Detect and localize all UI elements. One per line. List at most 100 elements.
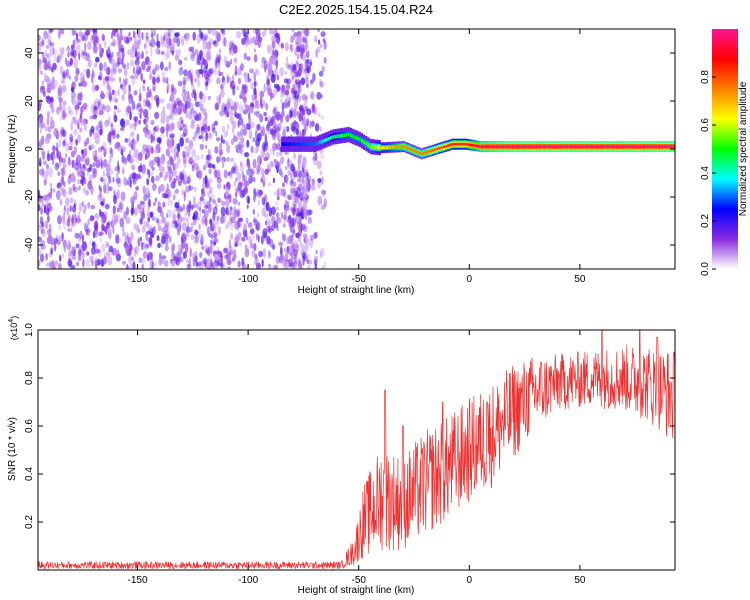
signal-cell — [414, 149, 417, 153]
noise-cell — [147, 99, 151, 108]
noise-cell — [128, 136, 131, 146]
noise-cell — [284, 166, 288, 171]
signal-cell — [462, 142, 465, 146]
noise-cell — [203, 36, 206, 41]
noise-cell — [64, 133, 67, 143]
signal-cell — [281, 142, 284, 146]
noise-cell — [118, 201, 124, 210]
snr-axes: -150 -100 -50 0 500.20.40.60.81.0 — [24, 323, 675, 586]
noise-cell — [168, 61, 171, 71]
noise-cell — [202, 182, 206, 190]
noise-cell — [44, 204, 47, 214]
noise-cell — [186, 263, 191, 269]
noise-cell — [295, 45, 298, 52]
noise-cell — [116, 234, 120, 245]
noise-cell — [83, 55, 87, 60]
noise-cell — [145, 36, 150, 43]
noise-cell — [143, 194, 148, 202]
noise-cell — [94, 256, 99, 265]
noise-cell — [99, 62, 103, 72]
noise-cell — [95, 248, 101, 254]
noise-cell — [46, 236, 52, 245]
noise-cell — [50, 115, 53, 124]
noise-cell — [153, 29, 156, 37]
noise-cell — [167, 139, 173, 149]
noise-cell — [197, 78, 201, 88]
noise-cell — [271, 40, 276, 49]
noise-cell — [67, 257, 73, 268]
noise-cell — [298, 106, 303, 112]
noise-cell — [285, 206, 290, 212]
noise-cell — [310, 91, 315, 100]
noise-cell — [106, 182, 110, 187]
noise-cell — [207, 29, 212, 35]
noise-cell — [297, 33, 302, 43]
noise-cell — [205, 155, 210, 164]
noise-cell — [291, 74, 295, 80]
noise-cell — [313, 35, 318, 43]
noise-cell — [66, 206, 70, 216]
noise-cell — [298, 170, 303, 179]
noise-cell — [129, 245, 134, 252]
noise-cell — [104, 203, 110, 210]
noise-cell — [283, 102, 288, 110]
noise-cell — [282, 129, 286, 139]
noise-cell — [205, 81, 209, 87]
signal-cell — [316, 141, 319, 146]
noise-cell — [256, 132, 262, 142]
noise-cell — [300, 223, 303, 232]
noise-cell — [152, 68, 156, 76]
noise-cell — [297, 68, 302, 77]
noise-cell — [250, 238, 254, 248]
noise-cell — [188, 185, 194, 191]
noise-cell — [118, 204, 124, 214]
noise-cell — [115, 177, 121, 184]
noise-cell — [38, 58, 42, 66]
noise-cell — [241, 257, 245, 266]
noise-cell — [114, 105, 118, 110]
noise-cell — [278, 138, 282, 145]
noise-cell — [50, 187, 53, 195]
noise-cell — [248, 235, 253, 244]
noise-cell — [154, 94, 160, 102]
noise-cell — [272, 57, 276, 64]
noise-cell — [265, 102, 269, 111]
noise-cell — [257, 39, 262, 48]
noise-cell — [234, 144, 240, 149]
noise-cell — [177, 80, 183, 87]
noise-cell — [209, 218, 213, 226]
noise-cell — [290, 122, 296, 132]
signal-cell — [655, 145, 658, 148]
noise-cell — [212, 40, 217, 45]
noise-cell — [99, 211, 105, 219]
noise-cell — [215, 220, 219, 226]
signal-cell — [383, 146, 386, 149]
noise-cell — [301, 159, 307, 169]
signal-cell — [591, 145, 594, 148]
signal-cell — [378, 145, 381, 150]
signal-cell — [500, 145, 503, 148]
noise-cell — [59, 254, 62, 262]
snr-y-multiplier-base: (x10 — [9, 323, 19, 341]
signal-cell — [336, 134, 339, 139]
noise-cell — [287, 196, 293, 201]
noise-cell — [181, 132, 187, 138]
noise-cell — [58, 138, 62, 148]
noise-cell — [295, 42, 300, 47]
noise-cell — [192, 51, 196, 57]
noise-cell — [278, 168, 283, 176]
noise-cell — [301, 43, 305, 53]
noise-cell — [80, 76, 85, 84]
noise-cell — [75, 217, 78, 223]
noise-cell — [99, 101, 102, 110]
noise-cell — [108, 89, 111, 100]
noise-cell — [292, 108, 295, 117]
noise-cell — [284, 199, 288, 207]
signal-cell — [602, 145, 605, 148]
noise-cell — [69, 187, 73, 195]
signal-cell — [349, 133, 353, 138]
noise-cell — [117, 33, 120, 41]
noise-cell — [85, 190, 89, 196]
noise-cell — [130, 75, 136, 80]
signal-cell — [551, 145, 554, 148]
